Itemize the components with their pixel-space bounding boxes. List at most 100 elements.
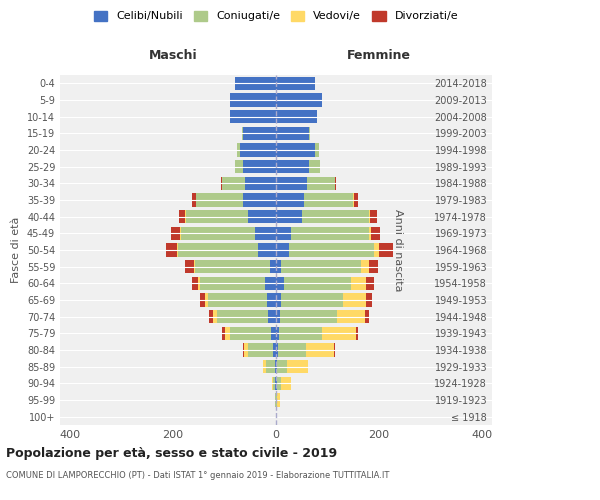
Bar [307, 176, 335, 190]
Bar [178, 244, 258, 256]
Bar [242, 126, 276, 140]
Bar [277, 360, 287, 374]
Bar [230, 326, 271, 340]
Bar [277, 376, 281, 390]
Bar [270, 260, 276, 274]
Bar [276, 326, 278, 340]
Bar [235, 76, 276, 90]
Bar [276, 210, 302, 224]
Bar [289, 244, 374, 256]
Bar [281, 294, 343, 306]
Bar [379, 244, 393, 256]
Bar [192, 194, 196, 206]
Bar [281, 260, 361, 274]
Bar [245, 176, 276, 190]
Bar [222, 176, 245, 190]
Bar [192, 276, 199, 290]
Bar [177, 244, 178, 256]
Bar [200, 294, 205, 306]
Bar [181, 226, 256, 240]
Bar [244, 344, 248, 356]
Bar [268, 310, 276, 324]
Bar [335, 176, 336, 190]
Bar [248, 344, 274, 356]
Bar [365, 310, 369, 324]
Bar [276, 110, 317, 124]
Bar [224, 326, 230, 340]
Bar [266, 360, 275, 374]
Bar [276, 394, 277, 406]
Bar [368, 226, 371, 240]
Bar [166, 244, 177, 256]
Bar [276, 244, 289, 256]
Bar [374, 244, 379, 256]
Bar [276, 144, 314, 156]
Bar [314, 144, 319, 156]
Bar [304, 194, 353, 206]
Bar [199, 276, 200, 290]
Y-axis label: Fasce di età: Fasce di età [11, 217, 21, 283]
Bar [276, 294, 281, 306]
Bar [248, 210, 276, 224]
Bar [242, 194, 276, 206]
Bar [368, 210, 370, 224]
Bar [277, 394, 280, 406]
Bar [278, 344, 306, 356]
Bar [273, 376, 275, 390]
Bar [306, 344, 334, 356]
Bar [356, 326, 358, 340]
Bar [194, 260, 195, 274]
Bar [221, 176, 222, 190]
Bar [322, 326, 356, 340]
Bar [195, 260, 270, 274]
Bar [343, 294, 366, 306]
Bar [272, 376, 273, 390]
Bar [276, 194, 304, 206]
Bar [361, 260, 368, 274]
Bar [271, 326, 276, 340]
Bar [353, 194, 358, 206]
Bar [179, 210, 185, 224]
Bar [209, 310, 213, 324]
Bar [350, 276, 366, 290]
Bar [276, 126, 310, 140]
Bar [230, 110, 276, 124]
Bar [217, 310, 268, 324]
Bar [230, 94, 276, 106]
Bar [171, 226, 181, 240]
Bar [256, 226, 276, 240]
Bar [263, 360, 266, 374]
Bar [200, 276, 265, 290]
Bar [276, 276, 284, 290]
Bar [337, 310, 365, 324]
Bar [302, 210, 368, 224]
Y-axis label: Anni di nascita: Anni di nascita [393, 209, 403, 291]
Bar [278, 326, 322, 340]
Bar [371, 226, 380, 240]
Bar [275, 360, 276, 374]
Bar [276, 344, 278, 356]
Bar [186, 210, 248, 224]
Text: Femmine: Femmine [347, 48, 411, 62]
Bar [242, 344, 244, 356]
Bar [276, 176, 307, 190]
Bar [276, 360, 277, 374]
Bar [274, 344, 276, 356]
Bar [213, 310, 217, 324]
Bar [238, 144, 240, 156]
Bar [334, 344, 335, 356]
Bar [370, 210, 377, 224]
Bar [235, 160, 242, 173]
Text: Maschi: Maschi [149, 48, 197, 62]
Bar [276, 76, 314, 90]
Bar [267, 294, 276, 306]
Bar [284, 276, 350, 290]
Bar [366, 294, 372, 306]
Text: Popolazione per età, sesso e stato civile - 2019: Popolazione per età, sesso e stato civil… [6, 448, 337, 460]
Bar [196, 194, 242, 206]
Bar [222, 326, 224, 340]
Bar [258, 244, 276, 256]
Bar [366, 276, 374, 290]
Legend: Celibi/Nubili, Coniugati/e, Vedovi/e, Divorziati/e: Celibi/Nubili, Coniugati/e, Vedovi/e, Di… [94, 10, 458, 22]
Bar [276, 160, 310, 173]
